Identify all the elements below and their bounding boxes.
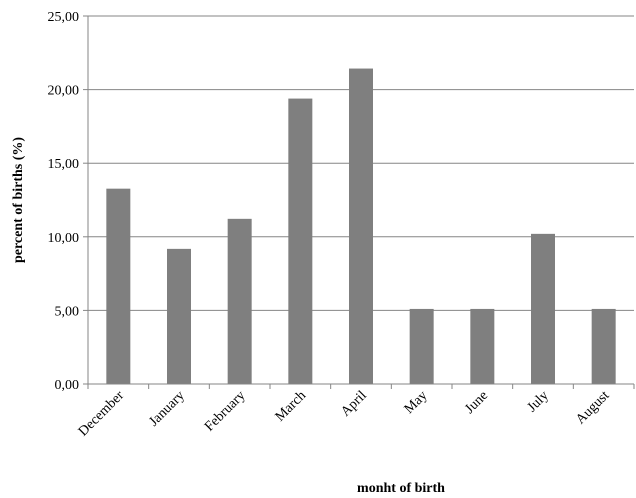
x-axis-title: monht of birth xyxy=(357,481,445,496)
bar-february xyxy=(227,218,252,384)
y-tick-label: 20,00 xyxy=(48,84,80,99)
bar-august xyxy=(591,308,616,384)
x-tick-label: February xyxy=(202,388,248,434)
x-tick-label: December xyxy=(76,388,128,440)
axes xyxy=(87,16,635,389)
x-tick-labels: December January February March April May June… xyxy=(76,388,613,440)
bar-march xyxy=(288,98,313,385)
bar-june xyxy=(470,308,495,384)
bars xyxy=(106,68,616,385)
x-tick-label: March xyxy=(273,388,309,424)
y-tick-label: 0,00 xyxy=(55,378,80,393)
x-tick-label: June xyxy=(462,388,491,417)
bar-may xyxy=(409,308,434,384)
y-tick-label: 25,00 xyxy=(48,10,80,25)
y-tick-label: 15,00 xyxy=(48,157,80,172)
y-tick-label: 5,00 xyxy=(55,304,80,319)
bar-december xyxy=(106,188,131,384)
x-tick-label: January xyxy=(146,388,187,429)
y-tick-label: 10,00 xyxy=(48,231,80,246)
x-tick-label: May xyxy=(402,388,431,417)
x-tick-label: August xyxy=(573,388,612,427)
x-tick-label: April xyxy=(338,388,370,420)
bar-april xyxy=(349,68,373,384)
bar-january xyxy=(167,248,191,384)
y-axis-title: percent of births (%) xyxy=(11,137,26,263)
x-tick-label: July xyxy=(525,388,552,415)
y-tick-labels: 0,00 5,00 10,00 15,00 20,00 25,00 xyxy=(48,10,80,393)
bar-july xyxy=(531,233,555,384)
